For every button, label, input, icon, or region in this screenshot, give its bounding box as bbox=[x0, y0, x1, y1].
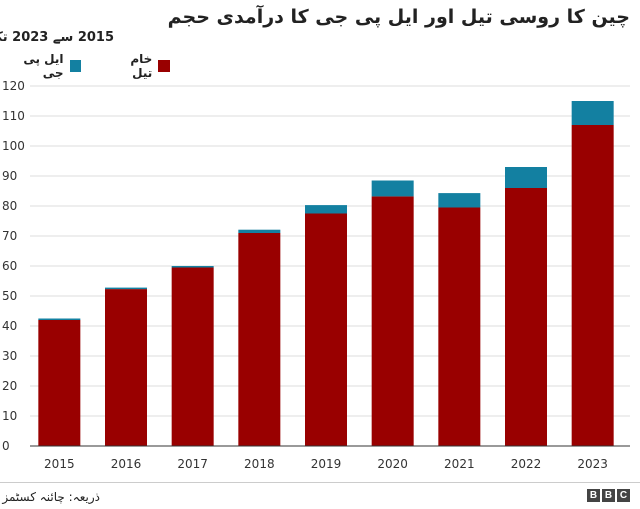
x-tick-label: 2015 bbox=[44, 457, 75, 471]
bar-crude-oil bbox=[105, 289, 147, 446]
chart-title: چین کا روسی تیل اور ایل پی جی کا درآمدی … bbox=[167, 6, 630, 28]
x-tick-label: 2020 bbox=[377, 457, 408, 471]
bar-crude-oil bbox=[171, 267, 214, 446]
x-tick-label: 2022 bbox=[511, 457, 542, 471]
bar-lpg bbox=[371, 180, 414, 197]
bar-lpg bbox=[505, 167, 547, 188]
bar-crude-oil bbox=[438, 207, 481, 446]
x-tick-label: 2016 bbox=[111, 457, 142, 471]
y-tick-label: 90 bbox=[2, 169, 17, 183]
y-tick-label: 110 bbox=[2, 109, 25, 123]
y-tick-label: 10 bbox=[2, 409, 17, 423]
bbc-logo: B B C bbox=[587, 489, 630, 502]
legend-swatch-lpg bbox=[69, 60, 82, 72]
bbc-letter: B bbox=[587, 489, 600, 502]
bar-lpg bbox=[105, 287, 147, 290]
x-tick-label: 2017 bbox=[177, 457, 208, 471]
bar-lpg bbox=[305, 205, 347, 214]
y-tick-label: 80 bbox=[2, 199, 17, 213]
y-tick-label: 20 bbox=[2, 379, 17, 393]
y-tick-label: 70 bbox=[2, 229, 17, 243]
legend-label-crude: خام تیل bbox=[130, 52, 153, 80]
bar-crude-oil bbox=[371, 196, 414, 446]
y-tick-label: 30 bbox=[2, 349, 17, 363]
x-tick-label: 2019 bbox=[311, 457, 342, 471]
legend: خام تیل ایل پی جی bbox=[0, 52, 170, 80]
legend-swatch-crude bbox=[158, 60, 170, 72]
bar-crude-oil bbox=[505, 188, 547, 446]
bar-crude-oil bbox=[238, 233, 281, 446]
bar-lpg bbox=[238, 229, 281, 233]
y-tick-label: 120 bbox=[2, 79, 25, 93]
x-tick-label: 2018 bbox=[244, 457, 275, 471]
bar-lpg bbox=[171, 266, 214, 268]
stacked-bar-chart: 0 10 20 30 40 50 60 70 80 90 100 110 120 2015 2016 2017… bbox=[2, 79, 630, 471]
bar-lpg bbox=[438, 193, 481, 208]
bbc-letter: C bbox=[617, 489, 630, 502]
legend-item-lpg: ایل پی جی bbox=[0, 52, 82, 80]
bar-crude-oil bbox=[305, 213, 347, 446]
y-tick-label: 100 bbox=[2, 139, 25, 153]
bar-crude-oil bbox=[571, 125, 614, 446]
bar-lpg bbox=[571, 101, 614, 125]
legend-item-crude: خام تیل bbox=[107, 52, 170, 80]
y-tick-label: 40 bbox=[2, 319, 17, 333]
chart-subtitle: 2015 سے 2023 تک bbox=[0, 30, 114, 45]
y-tick-label: 50 bbox=[2, 289, 17, 303]
source-note: ذریعہ: چائنہ کسٹمز bbox=[2, 490, 100, 504]
x-tick-label: 2023 bbox=[577, 457, 608, 471]
x-tick-label: 2021 bbox=[444, 457, 475, 471]
bar-lpg bbox=[38, 318, 81, 320]
y-tick-label: 60 bbox=[2, 259, 17, 273]
bbc-letter: B bbox=[602, 489, 615, 502]
y-tick-label: 0 bbox=[2, 439, 10, 453]
legend-label-lpg: ایل پی جی bbox=[23, 52, 64, 80]
bar-crude-oil bbox=[38, 320, 81, 446]
footer-divider bbox=[0, 482, 640, 483]
